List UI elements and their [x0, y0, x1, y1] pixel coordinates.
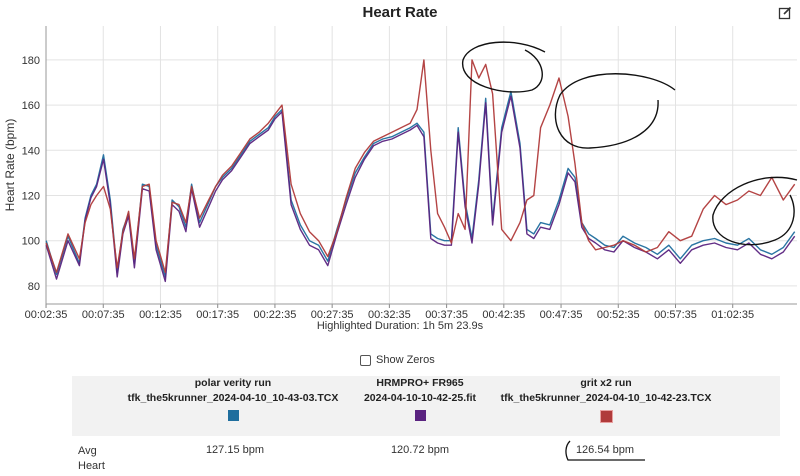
avg-label-line-1: Avg	[78, 445, 97, 457]
y-tick-label: 140	[22, 145, 40, 157]
series-swatch[interactable]	[227, 410, 239, 421]
file-name: tfk_the5krunner_2024-04-10_10-42-23.TCX	[500, 392, 712, 404]
device-name: HRMPRO+ FR965	[376, 377, 464, 389]
file-column-2: HRMPRO+ FR965 2024-04-10-10-42-25.fit	[320, 376, 520, 421]
device-name: polar verity run	[194, 377, 272, 389]
x-tick-label: 00:07:35	[82, 309, 125, 320]
x-tick-label: 00:47:35	[540, 309, 583, 320]
highlighted-duration: Highlighted Duration: 1h 5m 23.9s	[316, 320, 484, 332]
y-tick-label: 120	[22, 191, 40, 203]
x-tick-label: 00:27:35	[311, 309, 354, 320]
x-tick-label: 00:02:35	[25, 309, 68, 320]
heart-rate-chart[interactable]: 80 100 120 140 160 180 00:02:35 00:07:35 00:12:3…	[0, 0, 800, 320]
device-name: grit x2 run	[580, 377, 632, 389]
file-column-1: polar verity run tfk_the5krunner_2024-04…	[115, 376, 351, 421]
edit-icon[interactable]	[778, 6, 792, 20]
x-tick-label: 00:22:35	[254, 309, 297, 320]
avg-value-2: 120.72 bpm	[390, 444, 450, 456]
y-tick-label: 80	[28, 281, 40, 293]
series-swatch[interactable]	[414, 410, 426, 421]
hand-drawn-annotation	[565, 440, 645, 461]
avg-value-3: 126.54 bpm	[575, 444, 635, 456]
y-tick-label: 180	[22, 55, 40, 67]
show-zeros-label: Show Zeros	[376, 354, 435, 366]
x-tick-label: 00:52:35	[597, 309, 640, 320]
show-zeros-toggle[interactable]: Show Zeros	[360, 354, 435, 366]
series-line-3[interactable]	[45, 59, 796, 274]
y-axis-label: Heart Rate (bpm)	[3, 119, 17, 212]
avg-heart-label: Avg Heart	[78, 444, 105, 474]
x-tick-label: 00:57:35	[654, 309, 697, 320]
avg-label-line-2: Heart	[78, 460, 105, 472]
summary-table	[72, 376, 780, 436]
hand-drawn-circle-3	[712, 176, 798, 246]
x-tick-label: 00:42:35	[482, 309, 525, 320]
x-tick-label: 00:37:35	[425, 309, 468, 320]
show-zeros-checkbox[interactable]	[360, 354, 371, 366]
series-line-2[interactable]	[45, 95, 796, 283]
x-tick-label: 00:12:35	[139, 309, 182, 320]
series-swatch[interactable]	[599, 410, 613, 423]
file-column-3: grit x2 run tfk_the5krunner_2024-04-10_1…	[488, 376, 724, 423]
x-tick-label: 00:32:35	[368, 309, 411, 320]
file-name: tfk_the5krunner_2024-04-10_10-43-03.TCX	[127, 392, 339, 404]
x-tick-label: 00:17:35	[196, 309, 239, 320]
y-tick-label: 100	[22, 236, 40, 248]
file-name: 2024-04-10-10-42-25.fit	[363, 392, 477, 404]
x-tick-label: 01:02:35	[711, 309, 754, 320]
hand-drawn-circle-2	[554, 73, 676, 149]
hand-drawn-circle-1	[462, 41, 546, 93]
chart-title: Heart Rate	[362, 4, 438, 21]
avg-value-1: 127.15 bpm	[205, 444, 265, 456]
y-tick-label: 160	[22, 100, 40, 112]
